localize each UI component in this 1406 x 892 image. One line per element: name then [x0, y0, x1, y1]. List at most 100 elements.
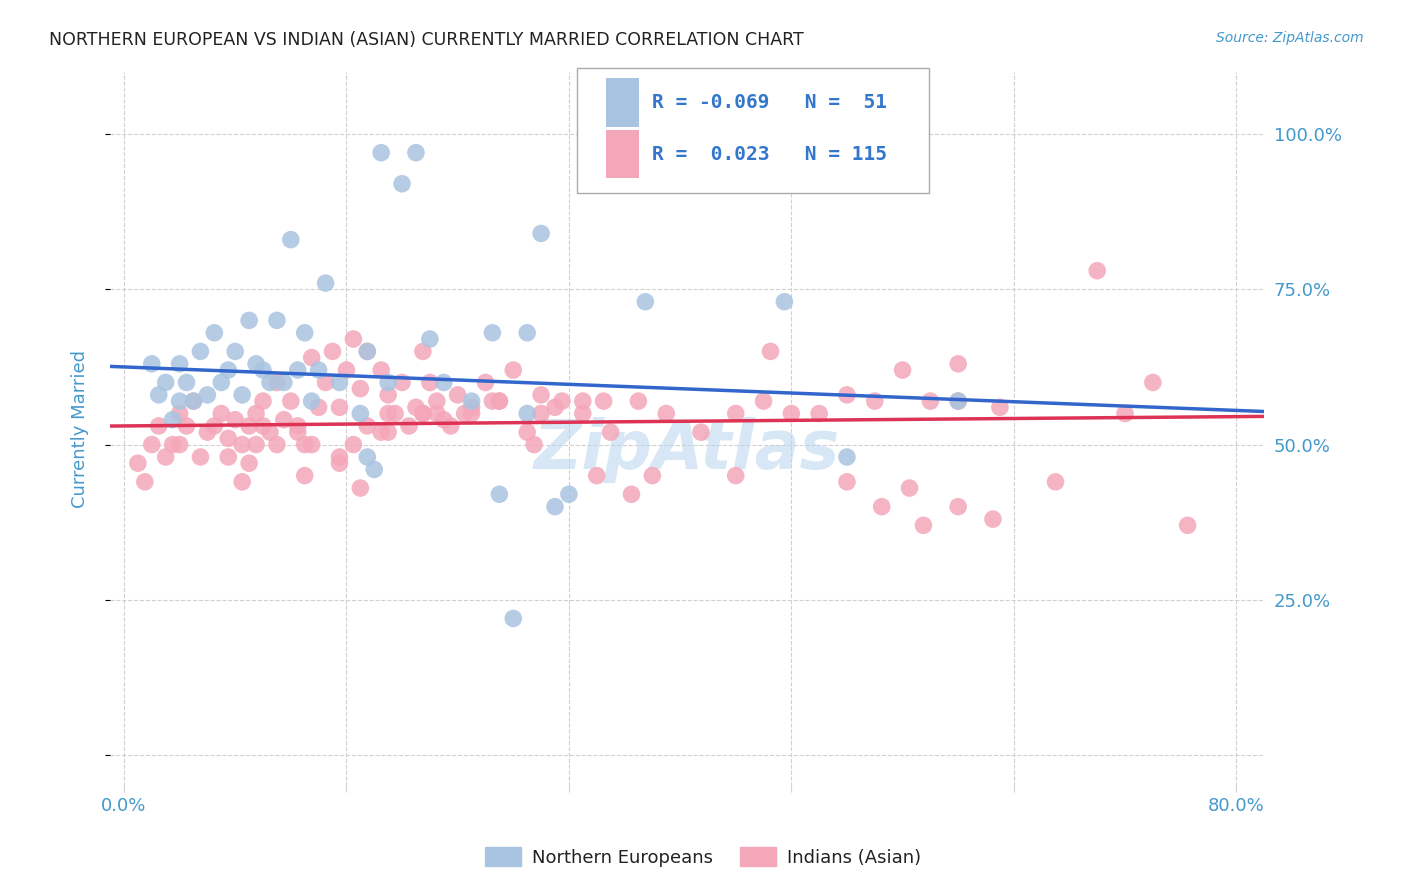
Point — [585, 468, 607, 483]
Point — [780, 407, 803, 421]
Point — [544, 500, 567, 514]
Point — [752, 394, 775, 409]
Point — [599, 425, 621, 439]
Point — [328, 456, 350, 470]
Point — [898, 481, 921, 495]
Point — [280, 394, 302, 409]
Point — [349, 481, 371, 495]
Point — [315, 376, 337, 390]
Point — [148, 419, 170, 434]
Point — [266, 437, 288, 451]
Point — [988, 401, 1011, 415]
Point — [1045, 475, 1067, 489]
Point — [356, 419, 378, 434]
Point — [530, 388, 553, 402]
Point — [460, 394, 482, 409]
Point — [190, 344, 212, 359]
Point — [176, 419, 198, 434]
Y-axis label: Currently Married: Currently Married — [72, 350, 89, 508]
Point — [127, 456, 149, 470]
Point — [981, 512, 1004, 526]
Point — [287, 363, 309, 377]
Point — [294, 437, 316, 451]
Point — [162, 413, 184, 427]
Point — [488, 394, 510, 409]
Point — [474, 376, 496, 390]
Point — [433, 376, 456, 390]
Point — [759, 344, 782, 359]
Point — [634, 294, 657, 309]
Point — [190, 450, 212, 464]
Point — [155, 376, 177, 390]
Point — [419, 376, 441, 390]
Point — [870, 500, 893, 514]
Point — [148, 388, 170, 402]
Point — [162, 437, 184, 451]
Point — [773, 294, 796, 309]
Point — [481, 326, 503, 340]
Point — [197, 425, 219, 439]
Point — [426, 407, 449, 421]
Point — [808, 407, 831, 421]
Point — [266, 313, 288, 327]
Point — [224, 413, 246, 427]
Point — [356, 344, 378, 359]
Point — [1114, 407, 1136, 421]
Point — [620, 487, 643, 501]
Point — [426, 394, 449, 409]
Point — [835, 475, 858, 489]
Point — [447, 388, 470, 402]
Point — [183, 394, 205, 409]
Point — [155, 450, 177, 464]
Legend: Northern Europeans, Indians (Asian): Northern Europeans, Indians (Asian) — [478, 840, 928, 874]
Point — [544, 401, 567, 415]
Point — [572, 407, 595, 421]
FancyBboxPatch shape — [578, 69, 929, 194]
Point — [322, 344, 344, 359]
Point — [266, 376, 288, 390]
Point — [405, 401, 427, 415]
Point — [523, 437, 546, 451]
Text: ZipAtlas: ZipAtlas — [534, 417, 841, 483]
Point — [516, 425, 538, 439]
Point — [516, 326, 538, 340]
Point — [349, 407, 371, 421]
Text: NORTHERN EUROPEAN VS INDIAN (ASIAN) CURRENTLY MARRIED CORRELATION CHART: NORTHERN EUROPEAN VS INDIAN (ASIAN) CURR… — [49, 31, 804, 49]
Point — [641, 468, 664, 483]
Point — [377, 425, 399, 439]
Point — [328, 450, 350, 464]
Point — [259, 376, 281, 390]
Point — [217, 450, 239, 464]
Point — [835, 450, 858, 464]
Point — [412, 344, 434, 359]
Point — [370, 425, 392, 439]
Point — [948, 394, 970, 409]
Text: R =  0.023   N = 115: R = 0.023 N = 115 — [652, 145, 887, 163]
Point — [398, 419, 420, 434]
Point — [356, 344, 378, 359]
Point — [948, 394, 970, 409]
Point — [724, 468, 747, 483]
Point — [245, 437, 267, 451]
Point — [1085, 263, 1108, 277]
Point — [363, 462, 385, 476]
Text: Source: ZipAtlas.com: Source: ZipAtlas.com — [1216, 31, 1364, 45]
Point — [238, 456, 260, 470]
Point — [405, 145, 427, 160]
Point — [370, 363, 392, 377]
Point — [273, 376, 295, 390]
Point — [217, 431, 239, 445]
Point — [516, 407, 538, 421]
Point — [202, 419, 225, 434]
Point — [294, 326, 316, 340]
Point — [502, 611, 524, 625]
Point — [370, 145, 392, 160]
Point — [252, 363, 274, 377]
Point — [384, 407, 406, 421]
Point — [530, 407, 553, 421]
Point — [197, 388, 219, 402]
Point — [920, 394, 942, 409]
Point — [134, 475, 156, 489]
FancyBboxPatch shape — [606, 78, 638, 127]
Point — [328, 401, 350, 415]
